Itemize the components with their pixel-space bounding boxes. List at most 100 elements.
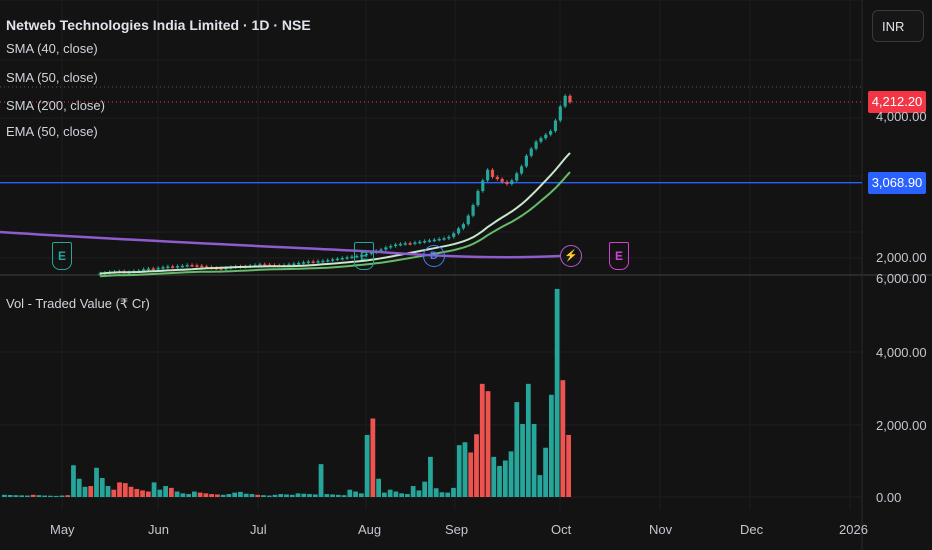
candle-body bbox=[321, 260, 325, 263]
volume-bar bbox=[30, 494, 36, 497]
candle-body bbox=[166, 266, 170, 268]
volume-bar bbox=[491, 456, 497, 497]
earnings-icon[interactable]: E bbox=[52, 242, 72, 270]
volume-bar bbox=[376, 478, 381, 497]
candle-body bbox=[263, 264, 267, 266]
volume-bar bbox=[238, 491, 243, 497]
volume-bar bbox=[433, 488, 439, 497]
candle-body bbox=[461, 224, 466, 229]
candle-body bbox=[505, 181, 509, 184]
time-axis-label: Dec bbox=[740, 522, 764, 537]
indicator-sma200[interactable]: SMA (200, close) bbox=[6, 98, 105, 113]
volume-bar bbox=[560, 380, 566, 497]
candle-body bbox=[466, 215, 470, 225]
volume-bar bbox=[19, 495, 25, 497]
candle-body bbox=[393, 244, 398, 247]
volume-bar bbox=[76, 478, 82, 497]
candle-body bbox=[495, 176, 499, 180]
candle-body bbox=[500, 179, 504, 182]
volume-bar bbox=[59, 495, 65, 497]
volume-bar bbox=[94, 467, 99, 497]
volume-axis-label: 2,000.00 bbox=[876, 418, 927, 433]
candle-body bbox=[200, 265, 204, 268]
volume-bar bbox=[479, 383, 485, 497]
price-axis-label: 4,000.00 bbox=[876, 109, 927, 124]
volume-bar bbox=[451, 487, 456, 497]
volume-bar bbox=[428, 456, 433, 497]
volume-bar bbox=[416, 490, 422, 497]
candle-body bbox=[558, 106, 562, 121]
candle-body bbox=[151, 268, 155, 271]
volume-bar bbox=[405, 494, 410, 497]
volume-bar bbox=[335, 494, 341, 497]
volume-bar bbox=[468, 452, 474, 497]
volume-bar bbox=[111, 489, 117, 497]
volume-bar bbox=[289, 494, 295, 497]
indicator-ema50[interactable]: EMA (50, close) bbox=[6, 124, 98, 139]
volume-bar bbox=[82, 486, 88, 497]
volume-bar bbox=[215, 494, 220, 497]
volume-bar bbox=[209, 494, 215, 497]
volume-bar bbox=[203, 493, 209, 497]
volume-bar bbox=[410, 486, 416, 497]
volume-bar bbox=[301, 493, 307, 497]
volume-bar bbox=[261, 495, 266, 497]
dividend-icon[interactable]: D bbox=[423, 245, 445, 267]
candle-body bbox=[185, 265, 189, 267]
volume-bar bbox=[36, 495, 42, 497]
volume-bar bbox=[145, 491, 151, 497]
volume-bar bbox=[174, 491, 180, 497]
candle-body bbox=[258, 264, 262, 266]
candle-body bbox=[316, 261, 320, 263]
candle-body bbox=[98, 273, 102, 276]
sma50-line bbox=[99, 171, 571, 278]
volume-bar bbox=[128, 486, 134, 497]
candle-body bbox=[398, 243, 403, 246]
volume-bar bbox=[520, 424, 525, 497]
volume-bar bbox=[347, 489, 353, 497]
candle-body bbox=[350, 256, 354, 259]
volume-bar bbox=[71, 465, 76, 497]
volume-bar bbox=[117, 482, 122, 497]
candle-body bbox=[219, 268, 223, 270]
volume-bar bbox=[548, 394, 554, 497]
volume-bar bbox=[341, 495, 347, 497]
split-icon[interactable]: ⚡ bbox=[560, 245, 582, 267]
indicator-sma50[interactable]: SMA (50, close) bbox=[6, 70, 98, 85]
candle-body bbox=[568, 95, 572, 103]
candle-body bbox=[534, 141, 538, 149]
candle-body bbox=[297, 262, 301, 265]
price-axis-label: 2,000.00 bbox=[876, 250, 927, 265]
currency-selector[interactable]: INR bbox=[872, 10, 924, 42]
volume-bar bbox=[399, 493, 405, 497]
candle-body bbox=[224, 267, 228, 270]
volume-bar bbox=[382, 492, 387, 497]
volume-bar bbox=[474, 434, 479, 497]
volume-bar bbox=[13, 495, 19, 497]
candle-body bbox=[442, 238, 446, 240]
candle-body bbox=[549, 131, 553, 135]
volume-bar bbox=[266, 495, 272, 497]
candle-body bbox=[345, 257, 349, 259]
volume-pane-label[interactable]: Vol - Traded Value (₹ Cr) bbox=[6, 296, 150, 311]
volume-bar bbox=[456, 445, 462, 497]
candle-body bbox=[301, 262, 306, 264]
time-axis-label: May bbox=[50, 522, 75, 537]
line-price-badge[interactable]: 3,068.90 bbox=[868, 172, 926, 194]
volume-bar bbox=[485, 391, 491, 497]
volume-bar bbox=[543, 447, 548, 497]
volume-bar bbox=[370, 418, 376, 497]
volume-bar bbox=[284, 494, 289, 497]
volume-bar bbox=[318, 464, 324, 497]
earnings-icon[interactable]: E bbox=[609, 242, 629, 270]
volume-bar bbox=[330, 494, 335, 497]
earnings-icon[interactable]: E bbox=[354, 242, 374, 270]
candle-body bbox=[486, 169, 490, 181]
volume-bar bbox=[151, 482, 157, 497]
symbol-title[interactable]: Netweb Technologies India Limited · 1D ·… bbox=[6, 17, 311, 33]
candle-body bbox=[529, 148, 533, 156]
sma40-line bbox=[99, 152, 571, 275]
indicator-sma40[interactable]: SMA (40, close) bbox=[6, 41, 98, 56]
volume-bar bbox=[554, 288, 560, 497]
